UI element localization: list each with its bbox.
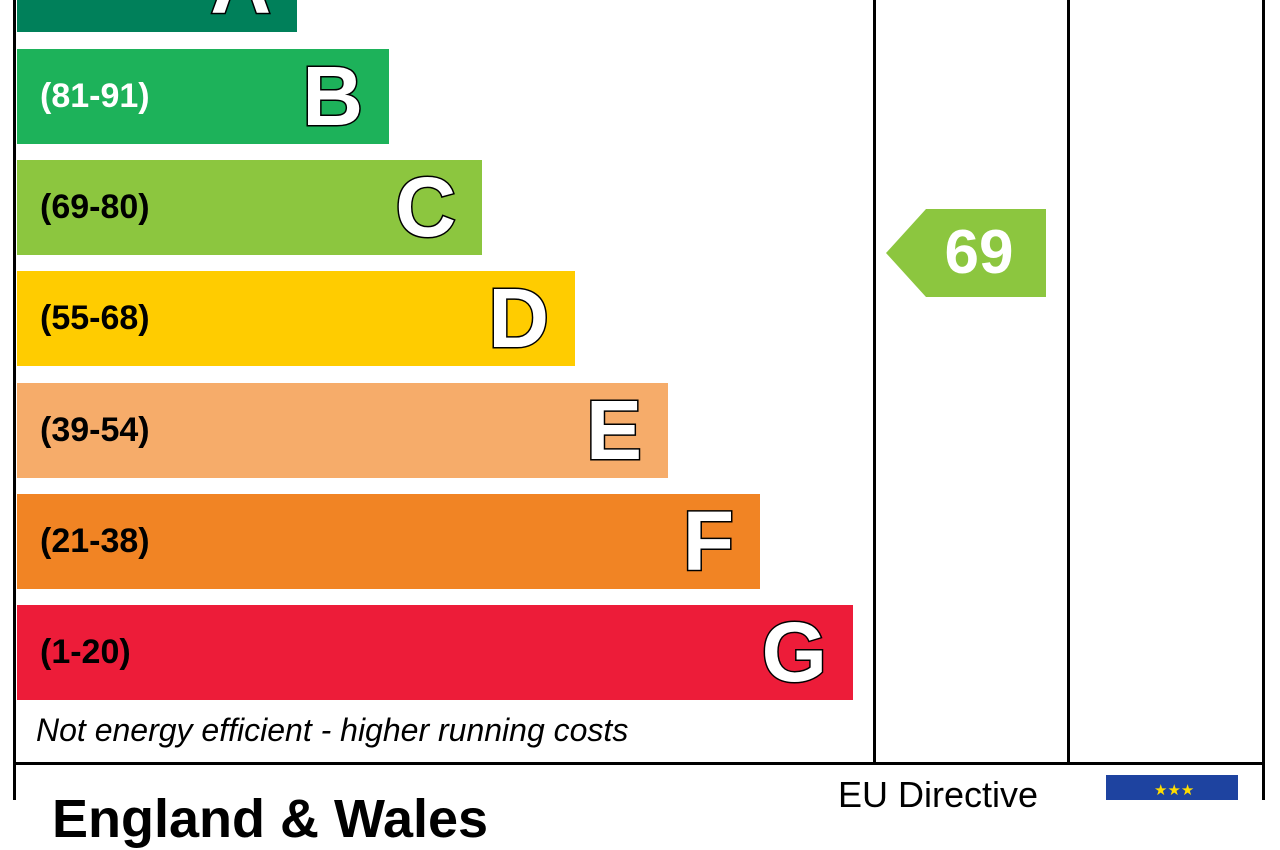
band-e: (39-54) E: [17, 382, 668, 479]
current-rating-arrow-shape: [886, 209, 1046, 297]
band-a: A: [17, 0, 297, 33]
band-c: (69-80) C: [17, 159, 482, 256]
band-b-letter: B: [301, 48, 365, 145]
band-f-letter: F: [681, 493, 735, 590]
band-a-letter: A: [209, 0, 273, 33]
svg-text:★★★: ★★★: [1154, 781, 1194, 799]
region-title: England & Wales: [52, 789, 489, 849]
column-divider-potential: [1067, 0, 1070, 764]
eu-directive-label: EU Directive: [838, 774, 1039, 815]
band-e-letter: E: [584, 382, 643, 479]
eu-stars-icon: ★★★: [1154, 781, 1194, 799]
footer-divider: [13, 762, 1265, 765]
band-b: (81-91) B: [17, 48, 389, 145]
inefficient-footnote: Not energy efficient - higher running co…: [36, 712, 629, 748]
band-f: (21-38) F: [17, 493, 760, 590]
band-c-range: (69-80): [40, 188, 150, 226]
frame-left-border: [13, 0, 16, 800]
band-g-range: (1-20): [40, 633, 131, 671]
band-d-range: (55-68): [40, 299, 150, 337]
frame-right-border: [1262, 0, 1265, 800]
band-f-range: (21-38): [40, 522, 150, 560]
current-rating-value: 69: [944, 218, 1014, 287]
band-e-range: (39-54): [40, 411, 150, 449]
band-b-range: (81-91): [40, 77, 150, 115]
band-c-letter: C: [394, 159, 458, 256]
band-g: (1-20) G: [17, 604, 853, 701]
current-rating-arrow: [886, 209, 1046, 297]
eu-flag-icon: ★★★: [1106, 775, 1238, 800]
band-d-letter: D: [487, 270, 551, 367]
column-divider-current: [873, 0, 876, 764]
band-g-letter: G: [760, 604, 828, 701]
band-d: (55-68) D: [17, 270, 575, 367]
